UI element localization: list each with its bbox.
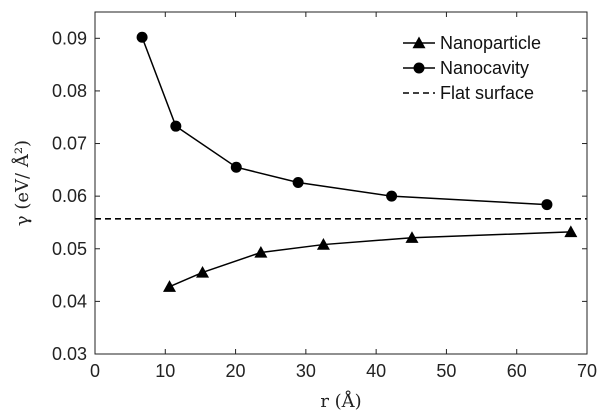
y-tick-label: 0.04 [52,291,87,311]
x-axis-label: r (Å) [320,390,361,412]
nanoparticle-point [196,265,210,278]
legend-marker-nanocavity [413,62,425,74]
nanocavity-point [136,31,148,43]
nanoparticle-point [254,245,268,258]
x-tick-label: 60 [507,361,527,381]
nanocavity-point [386,190,398,202]
x-tick-label: 0 [90,361,100,381]
x-tick-label: 50 [436,361,456,381]
nanocavity-line [141,36,547,206]
series-layer [95,31,587,292]
legend-label-nanocavity: Nanocavity [440,58,529,78]
nanoparticle-point [163,280,177,292]
nanoparticle-point [564,225,578,238]
y-tick-label: 0.09 [52,28,87,48]
axes: 0 10 20 30 40 50 60 70 0.03 0.04 0.05 0.06 0.07 0.08 0… [52,11,597,381]
legend-label-flat-surface: Flat surface [440,83,534,103]
y-tick-label: 0.05 [52,239,87,259]
x-tick-label: 70 [577,361,597,381]
legend-label-nanoparticle: Nanoparticle [440,33,541,53]
nanocavity-point [230,161,242,173]
y-tick-label: 0.03 [52,344,87,364]
x-tick-label: 30 [296,361,316,381]
y-tick-label: 0.06 [52,186,87,206]
legend-marker-nanoparticle [412,36,426,49]
nanoparticle-point [316,238,330,250]
x-tick-label: 20 [226,361,246,381]
plot-frame [94,11,588,355]
nanoparticle-point [405,231,419,243]
nanocavity-point [170,120,182,132]
x-tick-label: 10 [155,361,175,381]
y-tick-label: 0.08 [52,81,87,101]
legend: Nanoparticle Nanocavity Flat surface [403,33,541,103]
nanoparticle-line [169,231,571,288]
y-axis-label: γ (eV/ Å²) [11,140,33,226]
y-tick-label: 0.07 [52,134,87,154]
x-tick-label: 40 [366,361,386,381]
nanocavity-point [292,176,304,188]
nanocavity-point [541,199,553,211]
